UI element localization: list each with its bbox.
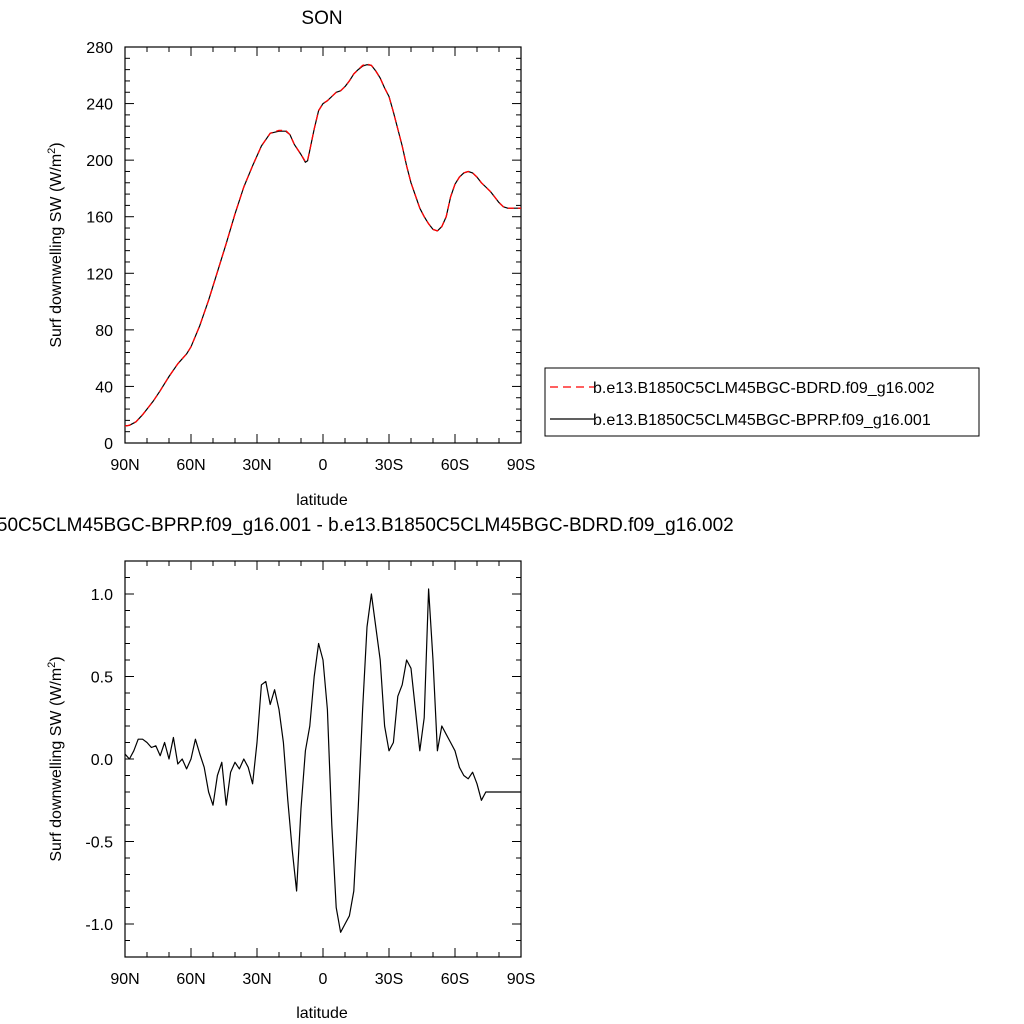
bottom-x-tick-label: 60N — [176, 971, 205, 988]
bottom-x-tick-label: 0 — [319, 971, 328, 988]
bottom-y-tick-label: -0.5 — [85, 835, 113, 852]
top-y-tick-label: 200 — [86, 153, 113, 170]
top-y-tick-label: 80 — [95, 323, 113, 340]
top-series-group — [124, 63, 521, 427]
top-y-axis-label-unit-sup: 2 — [46, 148, 58, 154]
top-x-tick-label: 60N — [176, 457, 205, 474]
top-y-axis-label: Surf downwelling SW (W/m2) — [46, 142, 65, 347]
bottom-x-tick-label: 30S — [375, 971, 403, 988]
top-chart-title: SON — [301, 8, 342, 29]
bottom-series-line-0 — [124, 588, 521, 933]
top-y-tick-label: 280 — [86, 40, 113, 57]
bottom-y-axis-label-main: Surf downwelling SW (W/m — [48, 668, 65, 862]
bottom-y-axis-label-unit-sup: 2 — [46, 662, 58, 668]
top-y-axis-label-tail: ) — [48, 142, 65, 147]
top-series-line-0 — [124, 63, 521, 427]
bottom-series-group — [124, 588, 521, 933]
bottom-y-tick-label: 1.0 — [91, 587, 113, 604]
legend-entry-bprp: b.e13.B1850C5CLM45BGC-BPRP.f09_g16.001 — [593, 412, 931, 429]
top-x-tick-labels: 90N 60N 30N 0 30S 60S 90S — [110, 457, 535, 474]
top-y-tick-labels: 0 40 80 120 160 200 240 280 — [86, 40, 113, 453]
top-y-tick-label: 120 — [86, 266, 113, 283]
bottom-y-axis-label-tail: ) — [48, 656, 65, 661]
top-x-tick-label: 90N — [110, 457, 139, 474]
bottom-tick-marks — [124, 560, 522, 958]
top-y-tick-label: 160 — [86, 210, 113, 227]
bottom-x-tick-label: 30N — [242, 971, 271, 988]
bottom-y-tick-label: 0.0 — [91, 752, 113, 769]
top-y-tick-label: 0 — [104, 436, 113, 453]
legend-entry-bdrd: b.e13.B1850C5CLM45BGC-BDRD.f09_g16.002 — [593, 380, 935, 397]
top-x-tick-label: 30S — [375, 457, 403, 474]
bottom-x-tick-label: 90N — [110, 971, 139, 988]
bottom-x-tick-labels: 90N 60N 30N 0 30S 60S 90S — [110, 971, 535, 988]
bottom-x-axis-label: latitude — [296, 1005, 348, 1022]
bottom-y-axis-label: Surf downwelling SW (W/m2) — [46, 656, 65, 861]
top-x-tick-label: 30N — [242, 457, 271, 474]
bottom-y-tick-labels: 1.0 0.5 0.0 -0.5 -1.0 — [85, 587, 113, 934]
top-series-line-1 — [124, 64, 521, 427]
bottom-y-tick-label: 0.5 — [91, 670, 113, 687]
top-x-tick-label: 0 — [319, 457, 328, 474]
bottom-plot-frame — [124, 560, 522, 958]
bottom-y-tick-label: -1.0 — [85, 917, 113, 934]
top-y-tick-label: 40 — [95, 379, 113, 396]
top-y-axis-label-main: Surf downwelling SW (W/m — [48, 154, 65, 348]
top-y-tick-label: 240 — [86, 97, 113, 114]
legend-box — [544, 367, 980, 437]
top-plot-frame — [124, 46, 522, 444]
bottom-x-tick-label: 60S — [441, 971, 469, 988]
top-tick-marks — [124, 46, 522, 444]
top-x-tick-label: 90S — [507, 457, 535, 474]
top-x-tick-label: 60S — [441, 457, 469, 474]
bottom-chart-title: b.e13.B1850C5CLM45BGC-BPRP.f09_g16.001 -… — [0, 515, 734, 536]
bottom-x-tick-label: 90S — [507, 971, 535, 988]
top-x-axis-label: latitude — [296, 492, 348, 509]
